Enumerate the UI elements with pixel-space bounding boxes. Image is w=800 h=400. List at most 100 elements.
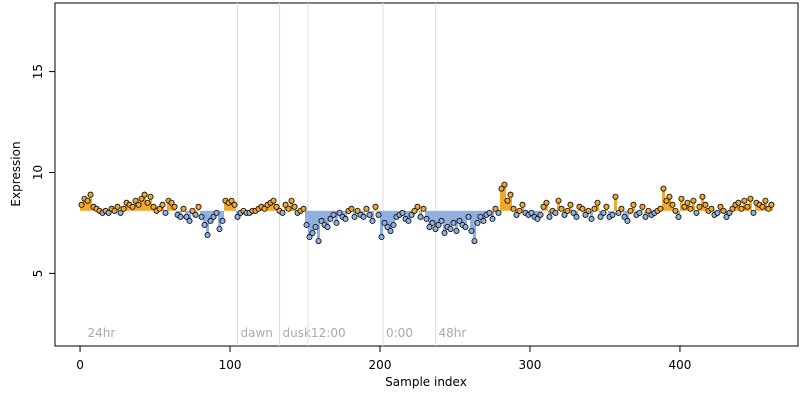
point — [111, 207, 118, 214]
point — [759, 203, 766, 210]
point — [747, 195, 754, 202]
point — [261, 205, 268, 212]
point — [693, 209, 700, 216]
point — [750, 209, 757, 216]
point — [201, 221, 208, 228]
point — [198, 213, 205, 220]
point — [423, 215, 430, 222]
point — [477, 213, 484, 220]
point — [78, 201, 85, 208]
point — [132, 197, 139, 204]
point — [546, 213, 553, 220]
point — [210, 213, 217, 220]
point — [465, 213, 472, 220]
point — [540, 203, 547, 210]
point — [189, 207, 196, 214]
point — [735, 199, 742, 206]
point — [363, 205, 370, 212]
point — [627, 207, 634, 214]
point — [129, 203, 136, 210]
point — [738, 205, 745, 212]
x-tick-label: 0 — [76, 358, 84, 372]
point — [150, 203, 157, 210]
point — [435, 221, 442, 228]
point — [300, 205, 307, 212]
point — [117, 209, 124, 216]
point — [354, 207, 361, 214]
point — [660, 185, 667, 192]
point — [420, 205, 427, 212]
plot-frame — [54, 2, 799, 347]
point — [330, 211, 337, 218]
point — [486, 209, 493, 216]
point — [504, 197, 511, 204]
point — [372, 203, 379, 210]
point — [612, 193, 619, 200]
point — [480, 217, 487, 224]
point — [120, 205, 127, 212]
point — [675, 213, 682, 220]
point — [567, 201, 574, 208]
point — [669, 201, 676, 208]
x-tick-label: 200 — [369, 358, 392, 372]
point — [717, 203, 724, 210]
point — [597, 213, 604, 220]
point — [663, 197, 670, 204]
point — [369, 217, 376, 224]
point — [513, 211, 520, 218]
point — [195, 203, 202, 210]
point — [666, 193, 673, 200]
point — [726, 209, 733, 216]
point — [543, 199, 550, 206]
point — [555, 197, 562, 204]
point — [561, 211, 568, 218]
point — [228, 197, 235, 204]
point — [366, 211, 373, 218]
point — [609, 211, 616, 218]
point — [114, 203, 121, 210]
point — [306, 234, 313, 241]
point — [180, 205, 187, 212]
point — [657, 205, 664, 212]
point — [672, 207, 679, 214]
point — [279, 209, 286, 216]
point — [714, 209, 721, 216]
point — [381, 219, 388, 226]
point — [696, 203, 703, 210]
point — [636, 209, 643, 216]
point — [432, 225, 439, 232]
point — [552, 209, 559, 216]
y-tick-label: 15 — [31, 64, 45, 79]
point — [642, 213, 649, 220]
point — [474, 219, 481, 226]
point — [234, 213, 241, 220]
point — [621, 213, 628, 220]
point — [441, 230, 448, 237]
x-tick-label: 400 — [669, 358, 692, 372]
point — [318, 217, 325, 224]
point — [342, 215, 349, 222]
point — [405, 217, 412, 224]
point — [495, 209, 502, 216]
annotation-label: dusk — [283, 326, 311, 340]
point — [645, 207, 652, 214]
x-axis-label: Sample index — [385, 375, 467, 389]
point — [351, 213, 358, 220]
point — [471, 238, 478, 245]
point — [387, 227, 394, 234]
point — [516, 207, 523, 214]
point — [507, 191, 514, 198]
point — [564, 207, 571, 214]
y-tick-label: 5 — [31, 270, 45, 278]
point — [399, 209, 406, 216]
point — [411, 207, 418, 214]
point — [288, 197, 295, 204]
point — [141, 191, 148, 198]
point — [438, 217, 445, 224]
point — [768, 201, 775, 208]
point — [204, 232, 211, 239]
annotation-label: 24hr — [88, 326, 116, 340]
point — [720, 207, 727, 214]
point — [270, 197, 277, 204]
